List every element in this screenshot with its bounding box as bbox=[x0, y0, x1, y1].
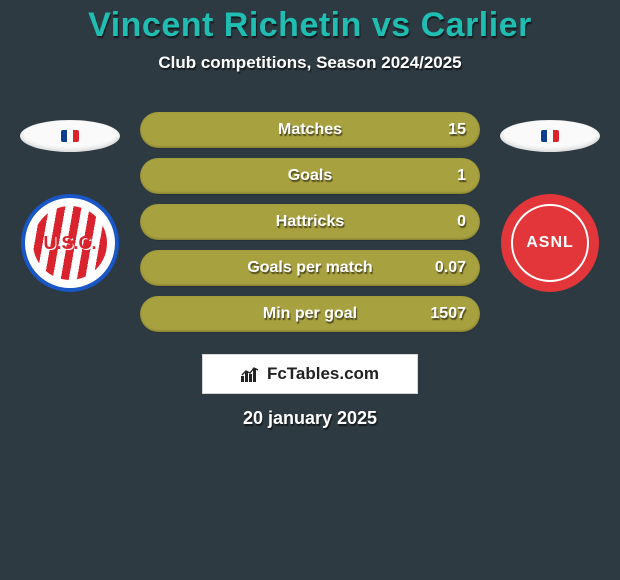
stat-pill-mpg: Min per goal 1507 bbox=[140, 296, 480, 332]
stat-value: 1 bbox=[457, 167, 466, 185]
stats-column: Matches 15 Goals 1 Hattricks 0 Goals per… bbox=[140, 112, 480, 342]
stat-label: Min per goal bbox=[263, 305, 357, 323]
stat-label: Matches bbox=[278, 121, 342, 139]
stat-pill-gpm: Goals per match 0.07 bbox=[140, 250, 480, 286]
stat-value: 15 bbox=[448, 121, 466, 139]
stat-pill-goals: Goals 1 bbox=[140, 158, 480, 194]
bar-chart-icon bbox=[241, 366, 261, 382]
body-area: U.S.C. Matches 15 Goals 1 Hattricks 0 Go… bbox=[0, 112, 620, 342]
club-badge-left: U.S.C. bbox=[21, 194, 119, 292]
flag-oval-right bbox=[500, 120, 600, 152]
page-title: Vincent Richetin vs Carlier bbox=[0, 0, 620, 45]
flag-left bbox=[61, 130, 79, 142]
stat-label: Goals bbox=[288, 167, 332, 185]
stat-pill-hattricks: Hattricks 0 bbox=[140, 204, 480, 240]
stat-value: 0.07 bbox=[435, 259, 466, 277]
flag-right bbox=[541, 130, 559, 142]
flag-oval-left bbox=[20, 120, 120, 152]
stat-value: 1507 bbox=[430, 305, 466, 323]
player-right-column: ASNL bbox=[490, 112, 610, 342]
stat-value: 0 bbox=[457, 213, 466, 231]
page-subtitle: Club competitions, Season 2024/2025 bbox=[0, 53, 620, 73]
date-line: 20 january 2025 bbox=[0, 408, 620, 429]
club-right-short: ASNL bbox=[526, 234, 574, 252]
comparison-card: Vincent Richetin vs Carlier Club competi… bbox=[0, 0, 620, 580]
club-left-short: U.S.C. bbox=[43, 233, 96, 254]
player-left-column: U.S.C. bbox=[10, 112, 130, 342]
stat-pill-matches: Matches 15 bbox=[140, 112, 480, 148]
stat-label: Goals per match bbox=[247, 259, 372, 277]
club-right-inner: ASNL bbox=[511, 204, 589, 282]
stat-label: Hattricks bbox=[276, 213, 344, 231]
club-badge-right: ASNL bbox=[501, 194, 599, 292]
branding-box[interactable]: FcTables.com bbox=[202, 354, 418, 394]
branding-text: FcTables.com bbox=[267, 364, 379, 384]
